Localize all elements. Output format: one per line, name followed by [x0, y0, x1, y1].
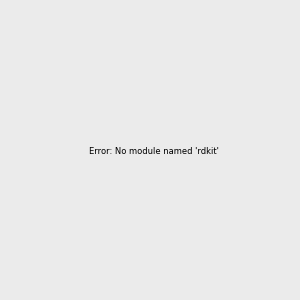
Text: Error: No module named 'rdkit': Error: No module named 'rdkit' [89, 147, 219, 156]
